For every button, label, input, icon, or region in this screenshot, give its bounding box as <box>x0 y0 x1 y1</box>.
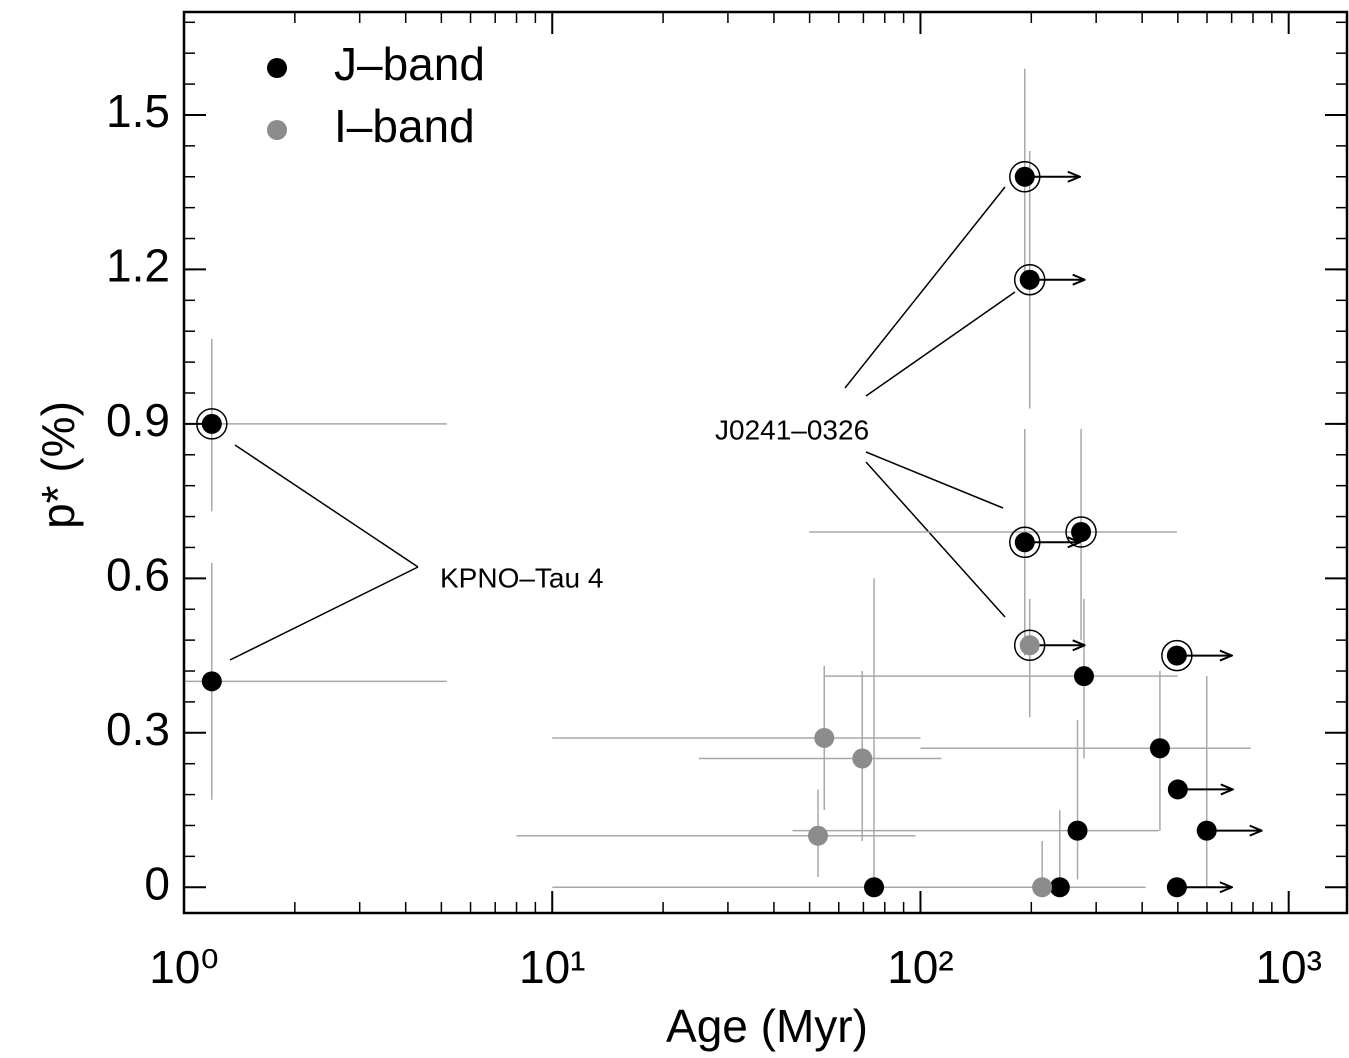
legend-marker <box>267 120 287 140</box>
point <box>852 748 873 769</box>
point <box>1149 738 1170 759</box>
point <box>201 413 222 434</box>
plot-frame <box>182 10 1349 915</box>
point <box>1166 877 1187 898</box>
x-tick-label: 10⁰ <box>149 941 219 993</box>
point <box>1167 779 1188 800</box>
point <box>1071 522 1092 543</box>
point <box>1166 645 1187 666</box>
legend-label: J–band <box>334 38 485 90</box>
x-tick-label: 10³ <box>1255 941 1321 993</box>
point <box>1014 166 1035 187</box>
y-tick-label: 0 <box>144 857 170 909</box>
point <box>864 877 885 898</box>
point <box>1014 532 1035 553</box>
point <box>1049 877 1070 898</box>
y-tick-label: 0.6 <box>106 548 170 600</box>
point <box>1073 666 1094 687</box>
point <box>1067 820 1088 841</box>
highlight-ring <box>1009 161 1041 193</box>
point <box>201 671 222 692</box>
y-tick-label: 1.5 <box>106 85 170 137</box>
highlight-ring <box>1013 629 1046 662</box>
x-tick-label: 10¹ <box>519 941 585 993</box>
point <box>1196 820 1217 841</box>
highlight-ring <box>1009 526 1041 559</box>
legend-label: I–band <box>334 100 475 152</box>
point <box>1019 269 1040 290</box>
highlight-ring <box>1161 639 1193 672</box>
point <box>814 727 835 748</box>
highlight-ring <box>1013 263 1046 296</box>
point <box>1032 877 1053 898</box>
y-tick-label: 1.2 <box>106 240 170 292</box>
leader-lines <box>229 186 1016 661</box>
leader-line <box>844 186 1016 618</box>
highlight-ring <box>1065 516 1097 548</box>
legend-marker <box>267 58 287 78</box>
y-axis-label: p* (%) <box>32 401 84 529</box>
y-tick-label: 0.3 <box>106 703 170 755</box>
y-tick-label: 0.9 <box>106 394 170 446</box>
annotation: J0241–0326 <box>715 414 869 445</box>
point <box>808 825 829 846</box>
annotation: KPNO–Tau 4 <box>440 562 603 593</box>
point <box>1019 635 1040 656</box>
x-tick-label: 10² <box>887 941 953 993</box>
x-axis-label: Age (Myr) <box>666 1000 868 1052</box>
leader-line <box>229 444 419 661</box>
